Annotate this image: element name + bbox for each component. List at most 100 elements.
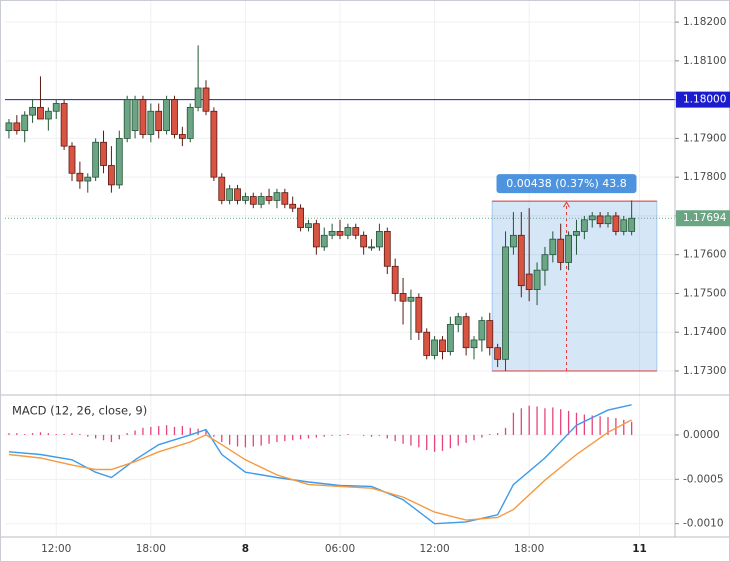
y-tick-label: 1.17800 [683, 171, 726, 183]
measure-label: 0.00438 (0.37%) 43.8 [506, 177, 627, 190]
candle-body [541, 254, 549, 271]
candle-body [297, 207, 304, 228]
candle-body [612, 215, 620, 232]
candle-body [494, 347, 502, 360]
candle-body [352, 227, 360, 236]
candle-body [265, 196, 273, 201]
candle-body [92, 141, 100, 178]
x-tick-label: 18:00 [514, 543, 544, 555]
candle-body [596, 215, 604, 225]
candle-body [257, 196, 265, 205]
candle-body [178, 134, 186, 139]
candle-body [281, 192, 289, 205]
x-tick-label: 06:00 [325, 543, 355, 555]
candle-body [108, 165, 115, 186]
candle-body [210, 110, 218, 178]
candle-body [415, 296, 423, 333]
horizontal-line-label: 1.18000 [683, 94, 726, 106]
y-tick-label: 1.17900 [683, 132, 726, 144]
candle-body [391, 265, 399, 294]
last-price-label: 1.17694 [683, 212, 727, 224]
candle-body [320, 234, 328, 248]
candle-body [249, 196, 257, 205]
candle-body [60, 103, 68, 147]
candle-body [139, 99, 147, 135]
candle-body [533, 269, 541, 290]
candle-body [360, 234, 368, 248]
measure-label-box [496, 174, 637, 194]
candle-body [123, 99, 131, 139]
x-tick-label: 8 [242, 543, 249, 555]
candle-body [194, 87, 202, 108]
candle-body [462, 316, 470, 349]
candle-body [312, 223, 320, 248]
candle-body [21, 114, 29, 132]
y-tick-label: 0.0000 [683, 429, 720, 441]
candle-body [218, 176, 226, 201]
candle-body [242, 196, 249, 201]
measure-arrow-head [563, 201, 570, 208]
candle-body [305, 223, 312, 228]
candle-body [147, 110, 155, 135]
x-tick-label: 11 [632, 543, 647, 555]
candle-body [68, 145, 76, 174]
candle-body [446, 324, 454, 352]
indicator-title: MACD (12, 26, close, 9) [12, 404, 147, 418]
candle-body [573, 231, 580, 236]
candle-body [13, 122, 21, 132]
candle-body [565, 234, 572, 263]
candle-body [155, 110, 163, 132]
candle-body [557, 238, 565, 263]
candle-body [202, 87, 210, 112]
candle-body [344, 227, 352, 236]
candle-body [439, 339, 446, 352]
candle-body [37, 106, 44, 120]
candle-body [5, 122, 13, 132]
y-tick-label: -0.0010 [683, 518, 724, 530]
macd-line [8, 419, 632, 521]
candle-body [76, 172, 84, 182]
x-tick-label: 18:00 [136, 543, 166, 555]
horizontal-line-label-box [676, 91, 730, 108]
candle-body [186, 106, 194, 139]
y-tick-label: 1.17500 [683, 287, 726, 299]
candle-body [454, 316, 462, 325]
candle-body [29, 106, 36, 116]
candle-body [226, 188, 234, 201]
candle-body [234, 188, 241, 201]
candle-body [517, 234, 525, 287]
candle-body [368, 246, 375, 249]
candle-body [44, 110, 52, 120]
y-tick-label: -0.0005 [683, 473, 724, 485]
y-tick-label: 1.18100 [683, 55, 726, 67]
x-tick-label: 12:00 [419, 543, 449, 555]
candle-body [431, 339, 438, 356]
candle-body [423, 331, 431, 356]
candle-body [115, 137, 123, 186]
candle-body [486, 320, 494, 349]
candle-body [131, 99, 139, 132]
y-tick-label: 1.17400 [683, 326, 726, 338]
candle-body [399, 293, 407, 302]
candle-body [383, 231, 391, 267]
x-tick-label: 12:00 [41, 543, 71, 555]
candle-body [620, 219, 628, 232]
candle-body [376, 231, 383, 248]
candle-body [100, 141, 107, 166]
candle-body [628, 217, 636, 232]
candle-body [502, 246, 509, 360]
last-price-label-box [676, 210, 730, 227]
candle-body [580, 219, 588, 232]
candle-body [171, 99, 178, 135]
candle-body [588, 215, 596, 221]
candle-body [549, 238, 557, 256]
candle-body [478, 320, 486, 341]
candle-body [328, 231, 336, 236]
candle-body [163, 99, 170, 132]
overlays: 12:00 18:00 8 06:00 12:00 18:00 11 1.17300 1.174… [41, 16, 730, 555]
candle-body [289, 203, 297, 209]
plot [5, 45, 675, 525]
candle-body [336, 231, 344, 236]
